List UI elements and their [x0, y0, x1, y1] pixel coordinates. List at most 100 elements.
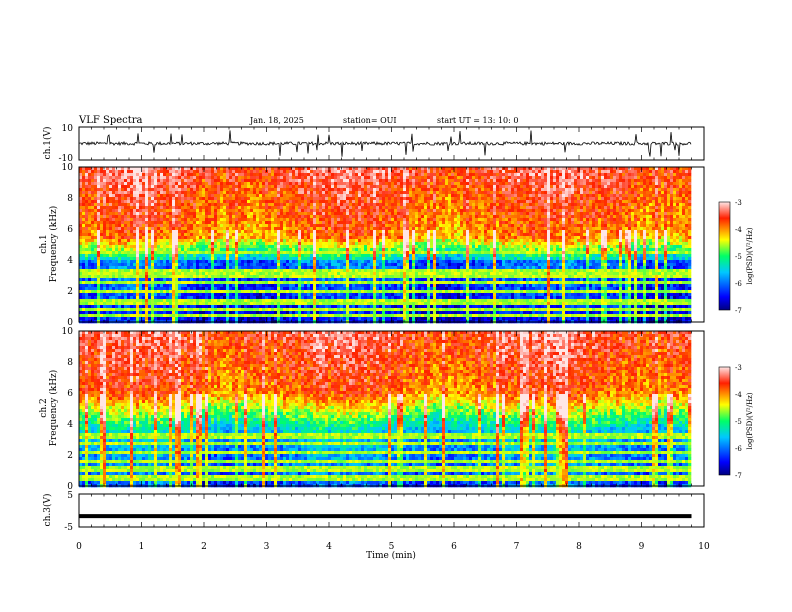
spectrogram-cell	[139, 296, 143, 300]
spectrogram-cell	[196, 278, 200, 282]
spectrogram-cell	[304, 236, 308, 240]
spectrogram-cell	[262, 203, 266, 207]
spectrogram-cell	[337, 182, 341, 186]
spectrogram-cell	[334, 188, 338, 192]
spectrogram-cell	[181, 176, 185, 180]
spectrogram-cell	[220, 314, 224, 318]
spectrogram-cell	[232, 197, 236, 201]
spectrogram-cell	[178, 215, 182, 219]
spectrogram-cell	[316, 233, 320, 237]
spectrogram-cell	[283, 266, 287, 270]
spectrogram-cell	[184, 275, 188, 279]
spectrogram-cell	[136, 308, 140, 312]
spectrogram-cell	[190, 263, 194, 267]
spectrogram-cell	[208, 278, 212, 282]
spectrogram-cell	[286, 173, 290, 177]
spectrogram-cell	[223, 314, 227, 318]
spectrogram-cell	[295, 236, 299, 240]
spectrogram-cell	[94, 197, 98, 201]
spectrogram-cell	[154, 167, 158, 171]
spectrogram-cell	[220, 227, 224, 231]
spectrogram-cell	[100, 290, 104, 294]
spectrogram-cell	[157, 305, 161, 309]
spectrogram-cell	[139, 206, 143, 210]
spectrogram-cell	[94, 167, 98, 171]
spectrogram-cell	[280, 194, 284, 198]
spectrogram-cell	[151, 266, 155, 270]
spectrogram-cell	[301, 311, 305, 315]
spectrogram-cell	[118, 287, 122, 291]
spectrogram-cell	[262, 263, 266, 267]
spectrogram-cell	[313, 215, 317, 219]
spectrogram-cell	[88, 287, 92, 291]
spectrogram-cell	[166, 242, 170, 246]
spectrogram-cell	[286, 197, 290, 201]
spectrogram-cell	[277, 299, 281, 303]
spectrogram-cell	[238, 230, 242, 234]
spectrogram-cell	[202, 242, 206, 246]
spectrogram-cell	[259, 305, 263, 309]
spectrogram-cell	[190, 200, 194, 204]
spectrogram-cell	[118, 290, 122, 294]
spectrogram-cell	[280, 212, 284, 216]
spectrogram-cell	[343, 299, 347, 303]
spectrogram-cell	[214, 248, 218, 252]
spectrogram-cell	[235, 194, 239, 198]
spectrogram-cell	[208, 218, 212, 222]
spectrogram-cell	[235, 209, 239, 213]
spectrogram-cell	[154, 218, 158, 222]
spectrogram-cell	[187, 212, 191, 216]
spectrogram-cell	[88, 173, 92, 177]
spectrogram-cell	[343, 269, 347, 273]
spectrogram-cell	[178, 254, 182, 258]
spectrogram-cell	[349, 317, 353, 321]
spectrogram-cell	[106, 278, 110, 282]
spectrogram-cell	[202, 281, 206, 285]
spectrogram-cell	[157, 242, 161, 246]
spectrogram-cell	[331, 242, 335, 246]
spectrogram-cell	[187, 296, 191, 300]
spectrogram-cell	[211, 260, 215, 264]
spectrogram-cell	[160, 251, 164, 255]
spectrogram-cell	[313, 281, 317, 285]
spectrogram-cell	[262, 209, 266, 213]
spectrogram-cell	[256, 296, 260, 300]
spectrogram-cell	[130, 293, 134, 297]
spectrogram-cell	[157, 197, 161, 201]
spectrogram-cell	[217, 215, 221, 219]
spectrogram-cell	[280, 173, 284, 177]
spectrogram-cell	[256, 245, 260, 249]
spectrogram-cell	[256, 233, 260, 237]
spectrogram-cell	[82, 194, 86, 198]
spectrogram-cell	[283, 206, 287, 210]
spectrogram-cell	[196, 263, 200, 267]
spectrogram-cell	[307, 296, 311, 300]
spectrogram-cell	[211, 242, 215, 246]
spectrogram-cell	[337, 257, 341, 261]
spectrogram-cell	[184, 311, 188, 315]
spectrogram-cell	[244, 215, 248, 219]
spectrogram-cell	[289, 215, 293, 219]
spectrogram-cell	[316, 272, 320, 276]
spectrogram-cell	[277, 179, 281, 183]
spectrogram-cell	[160, 179, 164, 183]
spectrogram-cell	[157, 296, 161, 300]
spectrogram-cell	[250, 308, 254, 312]
spectrogram-cell	[199, 296, 203, 300]
spectrogram-cell	[133, 281, 137, 285]
spectrogram-cell	[214, 251, 218, 255]
spectrogram-cell	[247, 266, 251, 270]
spectrogram-cell	[295, 269, 299, 273]
spectrogram-cell	[85, 167, 89, 171]
spectrogram-cell	[100, 209, 104, 213]
spectrogram-cell	[349, 257, 353, 261]
spectrogram-cell	[346, 182, 350, 186]
spectrogram-cell	[163, 254, 167, 258]
spectrogram-cell	[304, 209, 308, 213]
spectrogram-cell	[79, 281, 83, 285]
spectrogram-cell	[304, 206, 308, 210]
spectrogram-cell	[178, 317, 182, 321]
spectrogram-cell	[130, 230, 134, 234]
spectrogram-cell	[85, 236, 89, 240]
spectrogram-cell	[250, 293, 254, 297]
